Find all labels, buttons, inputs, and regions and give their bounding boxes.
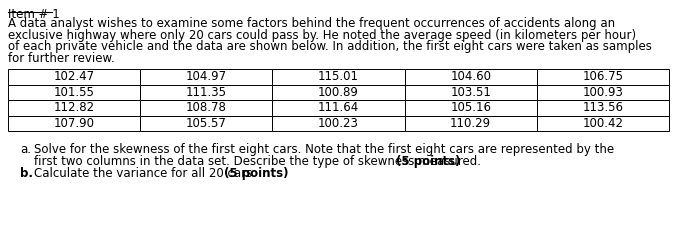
Bar <box>272 85 405 100</box>
Bar <box>537 85 669 100</box>
Bar <box>405 85 537 100</box>
Bar <box>405 115 537 131</box>
Text: 110.29: 110.29 <box>450 117 492 130</box>
Text: for further review.: for further review. <box>8 52 114 65</box>
Text: 115.01: 115.01 <box>318 70 359 83</box>
Bar <box>140 69 272 85</box>
Bar <box>140 85 272 100</box>
Text: 100.42: 100.42 <box>582 117 624 130</box>
Bar <box>8 100 140 115</box>
Text: b.: b. <box>20 167 33 180</box>
Text: 112.82: 112.82 <box>53 101 95 114</box>
Text: (5 points): (5 points) <box>224 167 288 180</box>
Text: 105.16: 105.16 <box>450 101 492 114</box>
Bar <box>8 69 140 85</box>
Text: 111.64: 111.64 <box>318 101 359 114</box>
Text: Solve for the skewness of the first eight cars. Note that the first eight cars a: Solve for the skewness of the first eigh… <box>34 143 614 156</box>
Bar <box>405 100 537 115</box>
Text: Calculate the variance for all 20 cars.: Calculate the variance for all 20 cars. <box>34 167 260 180</box>
Text: 108.78: 108.78 <box>186 101 227 114</box>
Text: a.: a. <box>20 143 31 156</box>
Bar <box>140 115 272 131</box>
Bar <box>140 100 272 115</box>
Bar <box>272 69 405 85</box>
Bar <box>8 85 140 100</box>
Text: 101.55: 101.55 <box>53 86 95 99</box>
Text: 104.60: 104.60 <box>450 70 492 83</box>
Text: 100.89: 100.89 <box>318 86 359 99</box>
Bar <box>272 115 405 131</box>
Text: Item # 1: Item # 1 <box>8 8 60 21</box>
Text: 102.47: 102.47 <box>53 70 95 83</box>
Text: 106.75: 106.75 <box>582 70 624 83</box>
Text: 104.97: 104.97 <box>185 70 227 83</box>
Bar <box>537 115 669 131</box>
Bar <box>537 69 669 85</box>
Bar <box>272 100 405 115</box>
Bar <box>537 100 669 115</box>
Text: (5 points): (5 points) <box>396 154 460 167</box>
Text: A data analyst wishes to examine some factors behind the frequent occurrences of: A data analyst wishes to examine some fa… <box>8 17 615 30</box>
Text: 111.35: 111.35 <box>185 86 227 99</box>
Text: 103.51: 103.51 <box>450 86 491 99</box>
Text: of each private vehicle and the data are shown below. In addition, the first eig: of each private vehicle and the data are… <box>8 40 652 53</box>
Text: 113.56: 113.56 <box>582 101 624 114</box>
Text: 105.57: 105.57 <box>186 117 227 130</box>
Bar <box>405 69 537 85</box>
Text: exclusive highway where only 20 cars could pass by. He noted the average speed (: exclusive highway where only 20 cars cou… <box>8 28 636 41</box>
Text: 100.23: 100.23 <box>318 117 359 130</box>
Text: 100.93: 100.93 <box>582 86 624 99</box>
Bar <box>8 115 140 131</box>
Text: 107.90: 107.90 <box>53 117 95 130</box>
Text: first two columns in the data set. Describe the type of skewness measured.: first two columns in the data set. Descr… <box>34 154 485 167</box>
